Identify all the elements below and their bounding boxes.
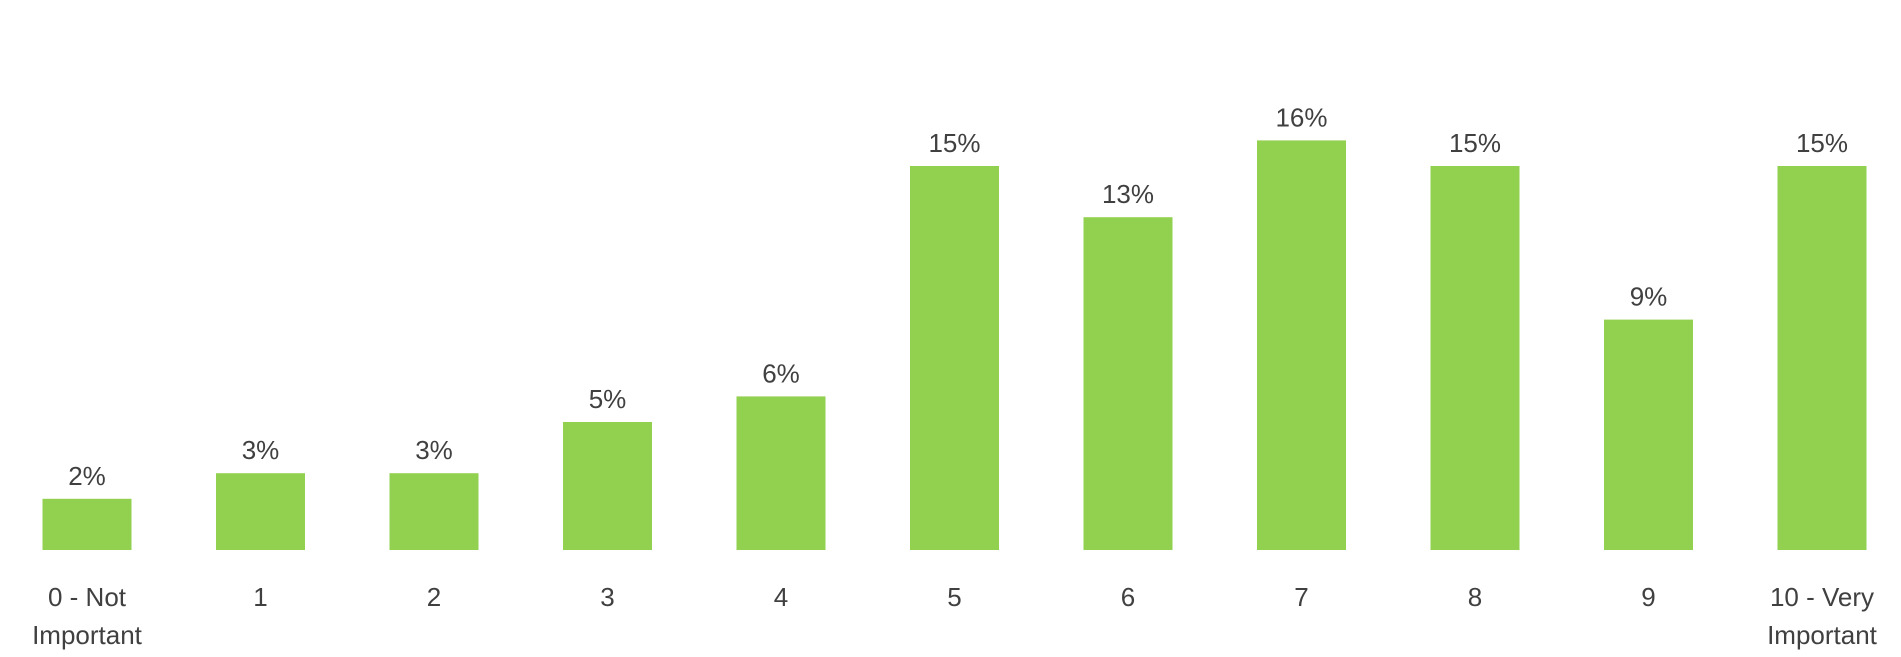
bar-9 [1604,319,1693,550]
x-tick-label-10-line-0: 10 - Very [1770,582,1874,612]
bars-layer [42,140,1867,550]
data-label-0: 2% [68,461,106,491]
value-labels-layer: 2% 3% 3% 5% 6% 15% 13% 16% 15% 9% 15% [68,102,1848,490]
bar-7 [1257,140,1346,550]
x-tick-label-9: 9 [1641,582,1655,612]
bar-1 [216,473,305,550]
x-tick-label-1: 1 [253,582,267,612]
bar-8 [1430,166,1520,550]
data-label-4: 6% [762,358,800,388]
x-tick-label-3: 3 [600,582,614,612]
data-label-6: 13% [1102,179,1154,209]
bar-3 [563,422,652,550]
x-tick-label-4: 4 [774,582,788,612]
x-tick-label-0-line-1: Important [32,620,143,650]
data-label-7: 16% [1275,102,1327,132]
bar-5 [910,166,999,550]
x-tick-label-8: 8 [1468,582,1482,612]
x-tick-label-10-line-1: Important [1767,620,1878,650]
data-label-9: 9% [1630,282,1668,312]
bar-0 [42,498,132,550]
x-tick-label-6: 6 [1121,582,1135,612]
x-tick-label-5: 5 [947,582,961,612]
x-tick-label-7: 7 [1294,582,1308,612]
x-tick-label-2: 2 [427,582,441,612]
x-tick-label-0-line-0: 0 - Not [48,582,127,612]
bar-10 [1777,166,1867,550]
bar-2 [389,473,479,550]
category-labels-layer: 0 - Not Important 1 2 3 4 5 6 7 8 9 10 - Very Import… [32,582,1878,650]
data-label-5: 15% [928,128,980,158]
data-label-8: 15% [1449,128,1501,158]
data-label-3: 5% [589,384,627,414]
bar-4 [736,396,826,550]
data-label-10: 15% [1796,128,1848,158]
bar-6 [1083,217,1173,550]
data-label-1: 3% [242,435,280,465]
data-label-2: 3% [415,435,453,465]
